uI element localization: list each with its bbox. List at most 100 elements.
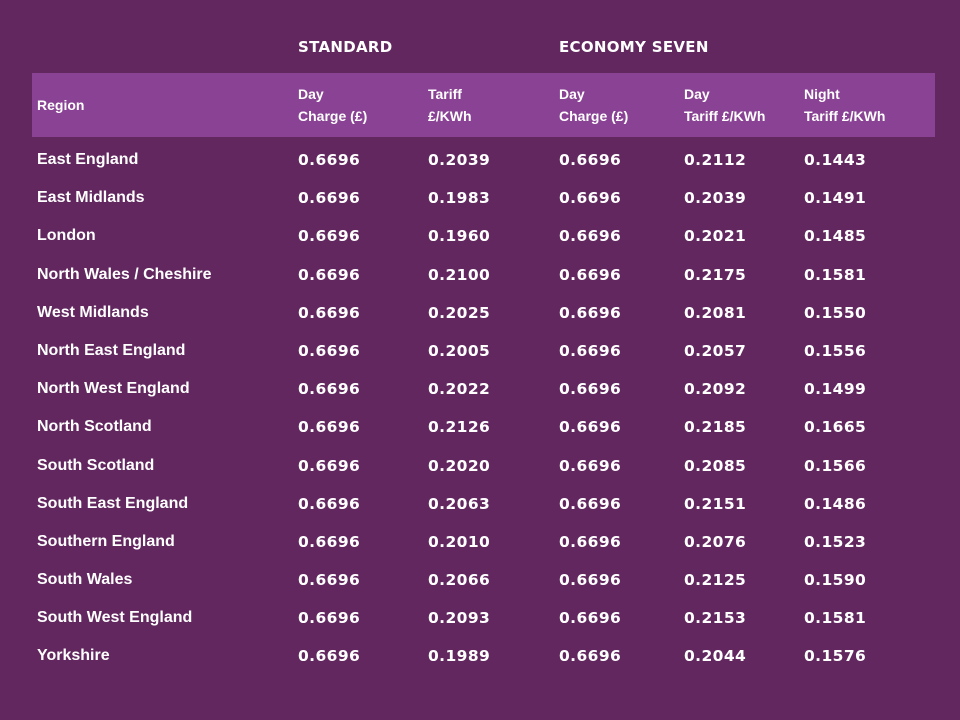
economy-day-charge-cell: 0.6696 [559,418,622,437]
economy-day-charge-cell: 0.6696 [559,189,622,208]
table-row: South Scotland 0.6696 0.2020 0.6696 0.20… [0,447,960,485]
region-cell: East Midlands [37,189,145,207]
economy-night-tariff-cell: 0.1556 [804,341,867,360]
standard-day-charge-cell: 0.6696 [298,571,361,590]
table-row: East England 0.6696 0.2039 0.6696 0.2112… [0,141,960,179]
economy-day-tariff-header: Day Tariff £/KWh [684,86,766,124]
tariff-table-body: East England 0.6696 0.2039 0.6696 0.2112… [0,141,960,676]
table-row: East Midlands 0.6696 0.1983 0.6696 0.203… [0,179,960,217]
standard-tariff-cell: 0.2005 [428,341,491,360]
economy-day-charge-cell: 0.6696 [559,265,622,284]
standard-tariff-cell: 0.2100 [428,265,491,284]
region-column-header: Region [37,97,85,113]
economy-night-tariff-header: Night Tariff £/KWh [804,86,886,124]
standard-tariff-cell: 0.2066 [428,571,491,590]
region-cell: South West England [37,609,193,627]
economy-day-tariff-cell: 0.2112 [684,151,747,169]
table-row: North Scotland 0.6696 0.2126 0.6696 0.21… [0,408,960,446]
economy-day-charge-header: Day Charge (£) [559,86,629,124]
economy-night-tariff-cell: 0.1523 [804,532,867,551]
region-cell: North Wales / Cheshire [37,265,212,283]
economy-day-charge-cell: 0.6696 [559,494,622,513]
economy-day-tariff-cell: 0.2039 [684,189,747,208]
economy-night-tariff-cell: 0.1581 [804,265,867,284]
economy-day-charge-cell: 0.6696 [559,380,622,399]
economy-night-tariff-cell: 0.1566 [804,456,867,475]
economy-night-tariff-cell: 0.1576 [804,647,867,666]
economy-day-charge-cell: 0.6696 [559,456,622,475]
table-row: South East England 0.6696 0.2063 0.6696 … [0,485,960,523]
economy-day-charge-cell: 0.6696 [559,532,622,551]
region-cell: South Scotland [37,456,155,474]
economy-day-charge-cell: 0.6696 [559,609,622,628]
standard-tariff-cell: 0.2020 [428,456,491,475]
economy-day-charge-cell: 0.6696 [559,571,622,590]
table-row: West Midlands 0.6696 0.2025 0.6696 0.208… [0,294,960,332]
economy-night-tariff-cell: 0.1590 [804,571,867,590]
table-row: Southern England 0.6696 0.2010 0.6696 0.… [0,523,960,561]
economy-day-charge-cell: 0.6696 [559,227,622,246]
region-cell: South Wales [37,571,133,589]
economy-day-tariff-cell: 0.2044 [684,647,747,666]
region-cell: South East England [37,494,189,512]
economy-day-tariff-cell: 0.2153 [684,609,747,628]
standard-tariff-cell: 0.1960 [428,227,491,246]
standard-day-charge-cell: 0.6696 [298,341,361,360]
economy-day-tariff-cell: 0.2076 [684,532,747,551]
economy-night-tariff-cell: 0.1486 [804,494,867,513]
economy-night-tariff-cell: 0.1491 [804,189,867,208]
table-row: North East England 0.6696 0.2005 0.6696 … [0,332,960,370]
region-cell: West Midlands [37,303,149,321]
economy-day-tariff-cell: 0.2057 [684,341,747,360]
region-cell: Yorkshire [37,647,110,665]
standard-tariff-cell: 0.2022 [428,380,491,399]
economy-day-tariff-cell: 0.2081 [684,303,747,322]
standard-day-charge-cell: 0.6696 [298,647,361,666]
table-row: London 0.6696 0.1960 0.6696 0.2021 0.148… [0,217,960,255]
standard-tariff-cell: 0.2093 [428,609,491,628]
standard-day-charge-cell: 0.6696 [298,380,361,399]
column-header-band [32,73,935,137]
region-cell: North West England [37,380,190,398]
economy-day-tariff-cell: 0.2085 [684,456,747,475]
economy-day-tariff-cell: 0.2151 [684,494,747,513]
economy-night-tariff-cell: 0.1499 [804,380,867,399]
economy-day-tariff-cell: 0.2175 [684,265,747,284]
standard-day-charge-cell: 0.6696 [298,189,361,208]
region-cell: Southern England [37,532,175,550]
table-row: North Wales / Cheshire 0.6696 0.2100 0.6… [0,256,960,294]
standard-day-charge-cell: 0.6696 [298,151,361,169]
economy-day-charge-cell: 0.6696 [559,303,622,322]
table-row: South West England 0.6696 0.2093 0.6696 … [0,599,960,637]
economy-day-charge-cell: 0.6696 [559,647,622,666]
standard-group-header: STANDARD [298,38,393,56]
standard-tariff-cell: 0.2126 [428,418,491,437]
economy-day-charge-cell: 0.6696 [559,151,622,169]
region-cell: North Scotland [37,418,152,436]
standard-tariff-cell: 0.2063 [428,494,491,513]
table-row: North West England 0.6696 0.2022 0.6696 … [0,370,960,408]
standard-tariff-cell: 0.2010 [428,532,491,551]
economy-day-tariff-cell: 0.2092 [684,380,747,399]
economy-night-tariff-cell: 0.1485 [804,227,867,246]
standard-tariff-cell: 0.2039 [428,151,491,169]
economy-day-tariff-cell: 0.2125 [684,571,747,590]
standard-day-charge-cell: 0.6696 [298,532,361,551]
economy-night-tariff-cell: 0.1665 [804,418,867,437]
standard-day-charge-cell: 0.6696 [298,303,361,322]
region-cell: North East England [37,341,186,359]
standard-tariff-cell: 0.1983 [428,189,491,208]
standard-day-charge-cell: 0.6696 [298,227,361,246]
economy-night-tariff-cell: 0.1443 [804,151,867,169]
standard-day-charge-cell: 0.6696 [298,494,361,513]
standard-tariff-cell: 0.2025 [428,303,491,322]
standard-day-charge-cell: 0.6696 [298,418,361,437]
economy-night-tariff-cell: 0.1550 [804,303,867,322]
economy-day-charge-cell: 0.6696 [559,341,622,360]
standard-day-charge-cell: 0.6696 [298,609,361,628]
standard-day-charge-header: Day Charge (£) [298,86,368,124]
standard-tariff-cell: 0.1989 [428,647,491,666]
economy-seven-group-header: ECONOMY SEVEN [559,38,709,56]
region-cell: East England [37,151,139,168]
table-row: Yorkshire 0.6696 0.1989 0.6696 0.2044 0.… [0,637,960,675]
